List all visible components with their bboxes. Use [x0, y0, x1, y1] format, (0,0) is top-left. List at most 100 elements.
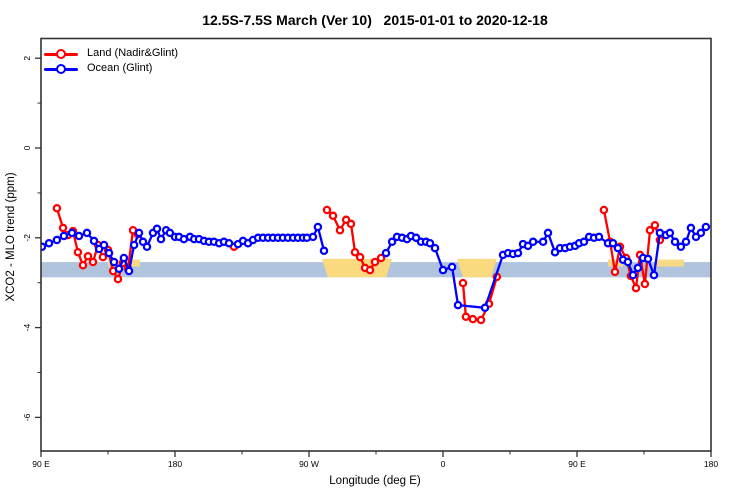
circle-line-marker-icon — [44, 63, 78, 74]
data-point-marker — [643, 254, 653, 264]
data-point-marker — [152, 224, 162, 234]
data-point-marker — [124, 266, 134, 276]
data-point-marker — [523, 241, 533, 251]
data-point-marker — [67, 228, 77, 238]
data-point-marker — [88, 257, 98, 267]
data-point-marker — [313, 222, 323, 232]
data-point-marker — [319, 246, 329, 256]
data-point-marker — [308, 232, 318, 242]
x-tick-label: 90 W — [299, 459, 319, 469]
data-point-marker — [156, 234, 166, 244]
legend-item-ocean: Ocean (Glint) — [44, 61, 178, 76]
data-point-marker — [52, 203, 62, 213]
data-point-marker — [649, 270, 659, 280]
data-point-marker — [594, 232, 604, 242]
plot-content — [41, 203, 711, 325]
data-point-marker — [438, 265, 448, 275]
y-tick-label: -4 — [22, 324, 32, 332]
data-point-marker — [73, 247, 83, 257]
y-tick-label: -6 — [22, 413, 32, 421]
data-point-marker — [109, 257, 119, 267]
data-point-marker — [113, 274, 123, 284]
data-point-marker — [224, 238, 234, 248]
data-point-marker — [461, 312, 471, 322]
data-point-marker — [129, 240, 139, 250]
legend-label: Ocean (Glint) — [87, 62, 153, 74]
x-tick-label: 90 E — [32, 459, 50, 469]
x-tick-label: 90 E — [568, 459, 586, 469]
data-point-marker — [696, 228, 706, 238]
data-point-marker — [114, 264, 124, 274]
data-point-marker — [370, 257, 380, 267]
data-point-marker — [335, 225, 345, 235]
data-point-marker — [350, 247, 360, 257]
data-point-marker — [425, 238, 435, 248]
y-axis-title: XCO2 - MLO trend (ppm) — [5, 172, 17, 302]
data-point-marker — [633, 263, 643, 273]
data-point-marker — [513, 248, 523, 258]
axes: 90 E 180 90 W 0 90 E 180 2 0 -2 -4 -6 — [22, 56, 718, 469]
data-point-marker — [99, 240, 109, 250]
data-point-marker — [381, 248, 391, 258]
data-point-marker — [528, 237, 538, 247]
data-point-marker — [650, 220, 660, 230]
data-point-marker — [104, 248, 114, 258]
series-ocean — [41, 222, 711, 313]
y-tick-label: 0 — [22, 145, 32, 150]
data-point-marker — [670, 237, 680, 247]
data-point-marker — [89, 236, 99, 246]
data-point-marker — [322, 205, 332, 215]
data-point-marker — [645, 225, 655, 235]
data-point-marker — [676, 242, 686, 252]
data-point-marker — [599, 205, 609, 215]
data-point-marker — [119, 253, 129, 263]
x-tick-label: 180 — [704, 459, 718, 469]
data-point-marker — [701, 222, 711, 232]
data-point-marker — [44, 238, 54, 248]
data-point-marker — [550, 247, 560, 257]
x-tick-label: 0 — [441, 459, 446, 469]
x-axis-title: Longitude (deg E) — [329, 475, 421, 487]
data-point-marker — [52, 235, 62, 245]
legend-label: Land (Nadir&Glint) — [87, 47, 179, 59]
x-tick-label: 180 — [168, 459, 182, 469]
data-point-marker — [78, 260, 88, 270]
data-point-marker — [613, 243, 623, 253]
data-point-marker — [376, 253, 386, 263]
data-point-marker — [458, 278, 468, 288]
data-point-marker — [387, 237, 397, 247]
data-point-marker — [640, 279, 650, 289]
data-point-marker — [41, 242, 47, 252]
data-point-marker — [480, 303, 490, 313]
data-point-marker — [608, 238, 618, 248]
data-point-marker — [328, 211, 338, 221]
data-point-marker — [686, 223, 696, 233]
data-point-marker — [346, 219, 356, 229]
plot-box — [40, 37, 712, 452]
data-point-marker — [610, 267, 620, 277]
data-point-marker — [665, 228, 675, 238]
highlight-patch — [655, 259, 684, 267]
data-point-marker — [58, 223, 68, 233]
data-point-marker — [631, 283, 641, 293]
data-point-marker — [538, 237, 548, 247]
data-point-marker — [430, 243, 440, 253]
data-point-marker — [83, 251, 93, 261]
data-point-marker — [59, 231, 69, 241]
legend-item-land: Land (Nadir&Glint) — [44, 46, 178, 61]
data-point-marker — [628, 270, 638, 280]
chart-title: 12.5S-7.5S March (Ver 10) 2015-01-01 to … — [202, 12, 548, 28]
y-tick-label: -2 — [22, 234, 32, 242]
data-point-marker — [355, 252, 365, 262]
data-point-marker — [98, 252, 108, 262]
circle-line-marker-icon — [44, 48, 78, 59]
data-point-marker — [476, 315, 486, 325]
data-point-marker — [579, 237, 589, 247]
y-tick-label: 2 — [22, 56, 32, 61]
data-point-marker — [681, 237, 691, 247]
data-point-marker — [543, 228, 553, 238]
data-point-marker — [165, 228, 175, 238]
data-point-marker — [82, 228, 92, 238]
data-point-marker — [365, 265, 375, 275]
